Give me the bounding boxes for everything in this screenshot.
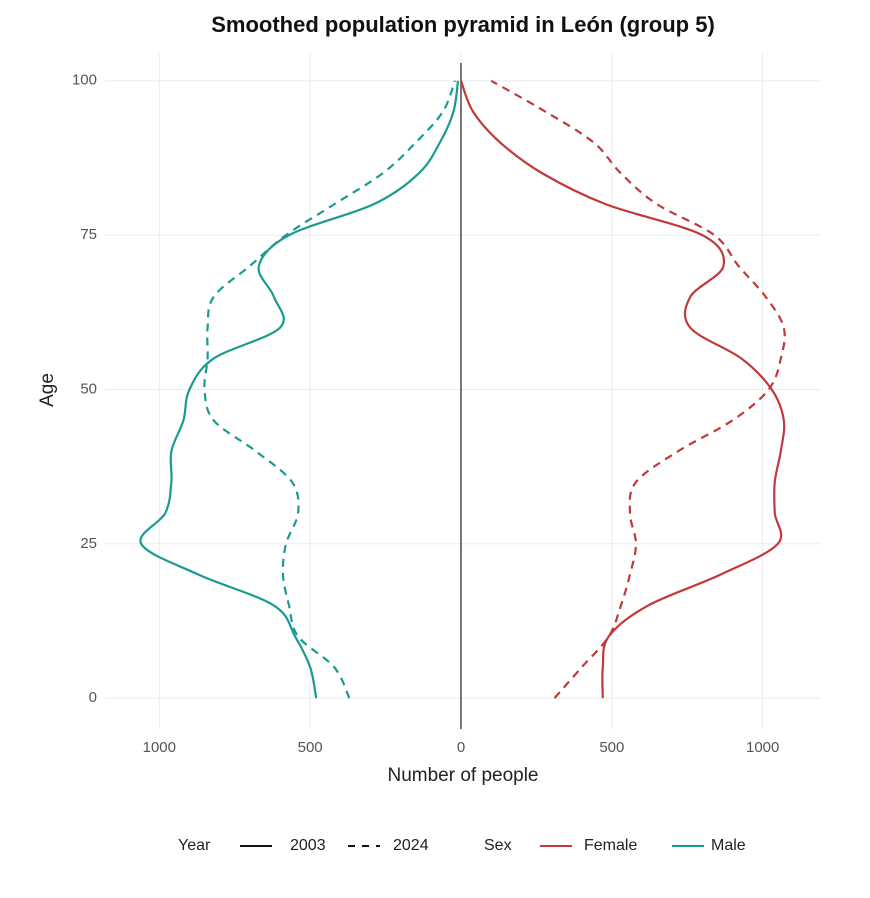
legend-label: 2003 (290, 837, 326, 854)
y-tick-label: 50 (80, 380, 97, 397)
legend-title: Sex (484, 837, 512, 854)
x-tick-label: 500 (298, 739, 323, 756)
legend-label: 2024 (393, 837, 429, 854)
x-axis-label: Number of people (387, 765, 538, 786)
x-tick-label: 1000 (143, 739, 176, 756)
y-tick-label: 0 (89, 689, 97, 706)
y-axis-label: Age (37, 373, 58, 407)
x-tick-label: 0 (457, 739, 465, 756)
series-line (459, 80, 786, 699)
y-tick-label: 25 (80, 535, 97, 552)
legend-label: Male (711, 837, 746, 854)
series-line (139, 80, 460, 699)
x-tick-label: 1000 (746, 739, 779, 756)
legend: Year 2003 2024 Sex Female Male (178, 837, 746, 854)
y-tick-label: 75 (80, 226, 97, 243)
chart-title: Smoothed population pyramid in León (gro… (211, 12, 715, 37)
y-tick-label: 100 (72, 72, 97, 89)
legend-title: Year (178, 837, 211, 854)
series-line (203, 80, 456, 699)
x-tick-label: 500 (599, 739, 624, 756)
legend-label: Female (584, 837, 637, 854)
